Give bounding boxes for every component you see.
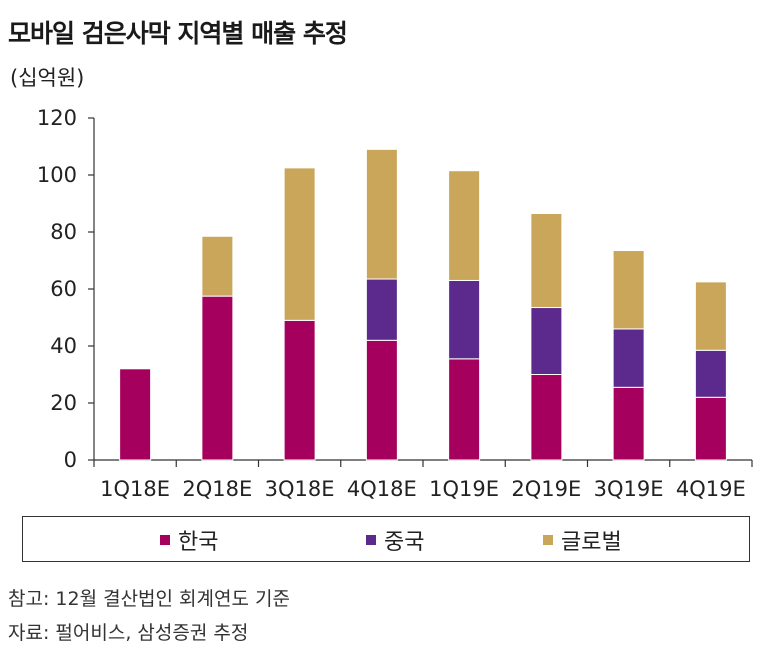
chart-title: 모바일 검은사막 지역별 매출 추정 (8, 19, 348, 48)
legend-swatch-korea (160, 535, 170, 545)
bar-global-4Q18E (365, 148, 398, 280)
x-tick-label: 2Q18E (182, 477, 252, 501)
bar-korea-2Q19E (530, 374, 563, 461)
stacked-bar-chart: 0 20 40 60 80 100 120 1Q18E 2Q18E 3Q18E 4Q18E 1Q19… (37, 106, 753, 501)
bar-global-1Q19E (448, 170, 481, 281)
y-tick-label: 0 (64, 448, 77, 472)
bar-china-3Q19E (612, 328, 645, 388)
legend-item-global: 글로벌 (543, 517, 622, 563)
bar-global-3Q18E (283, 167, 316, 321)
bar-global-4Q19E (694, 281, 727, 351)
legend-item-korea: 한국 (160, 517, 218, 563)
y-tick-label: 80 (50, 220, 77, 244)
bar-global-2Q19E (530, 212, 563, 309)
x-tick-label: 4Q19E (676, 477, 746, 501)
x-tick-label: 1Q19E (429, 477, 499, 501)
bar-china-4Q19E (694, 349, 727, 398)
bar-korea-4Q19E (694, 396, 727, 461)
bar-korea-3Q18E (283, 319, 316, 461)
legend-label-korea: 한국 (178, 530, 219, 555)
bar-global-2Q18E (201, 235, 234, 297)
bar-korea-2Q18E (201, 295, 234, 461)
bar-global-3Q19E (612, 250, 645, 330)
x-tick-label: 1Q18E (100, 477, 170, 501)
x-tick-label: 3Q18E (265, 477, 335, 501)
bar-korea-1Q18E (119, 368, 152, 461)
y-tick-label: 100 (37, 163, 77, 187)
legend-item-china: 중국 (366, 517, 424, 563)
bar-korea-4Q18E (365, 339, 398, 461)
bar-korea-3Q19E (612, 386, 645, 461)
legend-label-china: 중국 (384, 530, 425, 555)
bars (119, 148, 727, 461)
y-axis: 0 20 40 60 80 100 120 (37, 106, 95, 472)
bar-china-4Q18E (365, 278, 398, 341)
legend-label-global: 글로벌 (561, 530, 622, 555)
bar-china-1Q19E (448, 279, 481, 360)
legend-swatch-china (366, 535, 376, 545)
footnote-source: 자료: 펄어비스, 삼성증권 추정 (8, 622, 249, 644)
footnote-reference: 참고: 12월 결산법인 회계연도 기준 (8, 588, 290, 610)
x-tick-label: 2Q19E (511, 477, 581, 501)
bar-korea-1Q19E (448, 358, 481, 461)
y-tick-label: 60 (50, 277, 77, 301)
y-axis-unit-label: (십억원) (10, 66, 85, 90)
bar-china-2Q19E (530, 307, 563, 375)
x-tick-label: 3Q19E (594, 477, 664, 501)
y-tick-label: 40 (50, 334, 77, 358)
x-tick-label: 4Q18E (347, 477, 417, 501)
legend-swatch-global (543, 535, 553, 545)
y-tick-label: 120 (37, 106, 77, 130)
y-tick-label: 20 (50, 391, 77, 415)
legend: 한국 중국 글로벌 (22, 516, 750, 562)
x-axis: 1Q18E 2Q18E 3Q18E 4Q18E 1Q19E 2Q19E 3Q19E 4Q19E (93, 459, 753, 501)
